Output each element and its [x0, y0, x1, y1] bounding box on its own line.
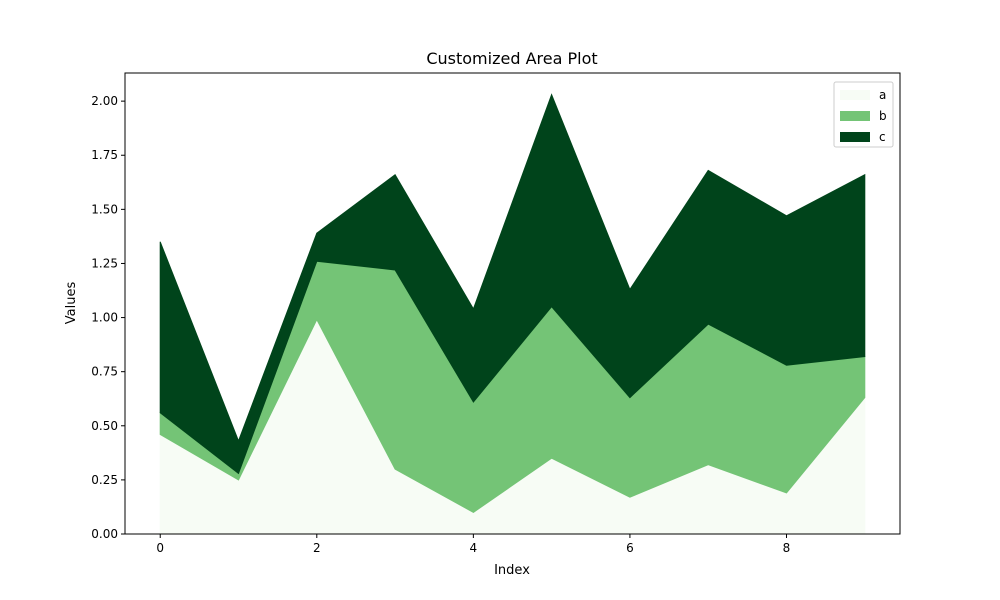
y-tick-label: 0.75	[91, 365, 118, 379]
chart-title: Customized Area Plot	[426, 49, 597, 68]
x-axis-label: Index	[494, 563, 530, 578]
legend-label-a: a	[879, 88, 886, 102]
plot-frame	[124, 72, 901, 535]
legend-label-c: c	[879, 130, 886, 144]
y-tick-label: 0.50	[91, 419, 118, 433]
y-axis-label: Values	[64, 282, 79, 325]
x-tick-label: 0	[156, 541, 164, 555]
legend-swatch-c	[840, 132, 870, 142]
x-tick-label: 4	[470, 541, 478, 555]
y-tick-label: 2.00	[91, 94, 118, 108]
legend-swatch-b	[840, 111, 870, 121]
y-tick-label: 0.25	[91, 473, 118, 487]
stacked-areas	[159, 93, 866, 535]
legend-label-b: b	[879, 109, 887, 123]
x-tick-label: 6	[626, 541, 634, 555]
x-tick-label: 2	[313, 541, 321, 555]
y-tick-label: 1.00	[91, 311, 118, 325]
y-tick-label: 1.75	[91, 148, 118, 162]
legend: abc	[833, 81, 894, 148]
y-tick-label: 1.25	[91, 256, 118, 270]
y-tick-label: 0.00	[91, 527, 118, 541]
x-axis-ticks: 0 2 4 6 8	[156, 534, 790, 555]
y-tick-label: 1.50	[91, 202, 118, 216]
area-series-c	[159, 93, 866, 475]
legend-swatch-a	[840, 90, 870, 100]
y-axis-ticks: 0.00 0.25 0.50 0.75 1.00 1.25 1.50 1.75 2.00	[91, 94, 125, 541]
x-tick-label: 8	[783, 541, 791, 555]
